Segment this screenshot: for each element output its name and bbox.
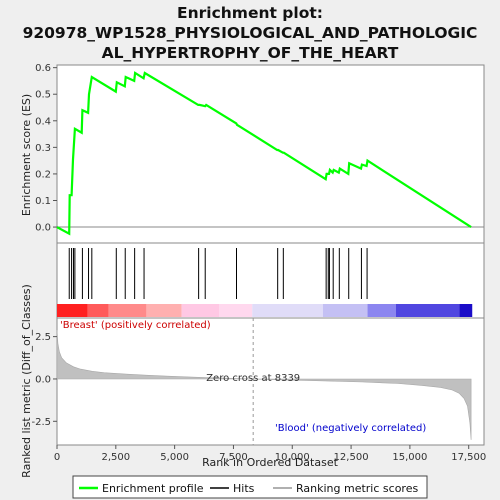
- metric-y-tick-label: -2.5: [31, 417, 51, 428]
- metric-y-axis-label: Ranked list metric (Diff_of_Classes): [20, 284, 33, 478]
- colorbar-segment: [146, 304, 182, 317]
- title-line-3: AL_HYPERTROPHY_OF_THE_HEART: [102, 44, 399, 62]
- colorbar-segment: [181, 304, 220, 317]
- es-y-tick-label: 0.1: [35, 196, 51, 207]
- colorbar-segment: [57, 304, 88, 317]
- colorbar-segment: [322, 304, 368, 317]
- colorbar-segment: [459, 304, 473, 317]
- legend-enrichment-label: Enrichment profile: [102, 482, 204, 495]
- es-y-ticks: 0.0 0.1 0.2 0.3 0.4 0.5 0.6: [35, 63, 57, 234]
- colorbar-segment: [219, 304, 253, 317]
- chart-title: Enrichment plot: 920978_WP1528_PHYSIOLOG…: [23, 4, 478, 62]
- colorbar-segment: [367, 304, 396, 317]
- colorbar-segment: [108, 304, 147, 317]
- es-y-tick-label: 0.2: [35, 169, 51, 180]
- x-tick-label: 0: [54, 452, 60, 463]
- ranking-colorbar: [57, 304, 473, 317]
- title-line-1: Enrichment plot:: [177, 4, 323, 22]
- es-y-axis-label: Enrichment score (ES): [20, 94, 33, 216]
- legend: Enrichment profile Hits Ranking metric s…: [72, 475, 428, 499]
- es-y-tick-label: 0.3: [35, 143, 51, 154]
- es-y-tick-label: 0.0: [35, 223, 51, 234]
- title-line-2: 920978_WP1528_PHYSIOLOGICAL_AND_PATHOLOG…: [23, 24, 478, 42]
- ranking-metric-area: [56, 329, 472, 440]
- es-y-tick-label: 0.5: [35, 90, 51, 101]
- negative-class-label: 'Blood' (negatively correlated): [275, 423, 426, 434]
- metric-y-tick-label: 2.5: [35, 332, 51, 343]
- x-axis-label: Rank in Ordered Dataset: [202, 456, 339, 469]
- es-y-tick-label: 0.4: [35, 116, 51, 127]
- es-panel-frame: [56, 64, 485, 244]
- x-tick-label: 15,000: [392, 452, 427, 463]
- enrichment-profile-line: [56, 71, 472, 236]
- hit-markers: [68, 248, 368, 299]
- x-tick-label: 5,000: [160, 452, 189, 463]
- x-tick-label: 12,500: [334, 452, 369, 463]
- x-axis-ticks: 0 2,500 5,000 7,500 10,000 12,500 15,000 17,500: [54, 445, 486, 463]
- colorbar-segment: [87, 304, 109, 317]
- x-tick-label: 2,500: [101, 452, 130, 463]
- legend-box: [72, 475, 428, 499]
- es-y-tick-label: 0.6: [35, 63, 51, 74]
- x-tick-label: 10,000: [275, 452, 310, 463]
- x-tick-label: 17,500: [451, 452, 486, 463]
- metric-y-ticks: 2.5 0.0 -2.5: [31, 332, 57, 428]
- positive-class-label: 'Breast' (positively correlated): [60, 320, 211, 331]
- zero-cross-label: Zero cross at 8339: [206, 373, 300, 384]
- legend-metric-label: Ranking metric scores: [296, 482, 418, 495]
- metric-y-tick-label: 0.0: [35, 374, 51, 385]
- colorbar-segment: [252, 304, 323, 317]
- colorbar-segment: [395, 304, 460, 317]
- legend-hits-label: Hits: [233, 482, 255, 495]
- x-tick-label: 7,500: [219, 452, 248, 463]
